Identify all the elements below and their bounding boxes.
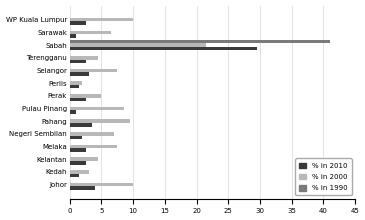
Bar: [70, 98, 85, 101]
Bar: [70, 158, 98, 161]
Bar: [70, 72, 89, 76]
Bar: [70, 161, 85, 165]
Bar: [70, 132, 114, 136]
Bar: [70, 107, 124, 110]
Bar: [70, 136, 82, 139]
Bar: [70, 47, 257, 50]
Bar: [70, 85, 79, 88]
Bar: [70, 56, 98, 59]
Bar: [70, 43, 206, 47]
Bar: [70, 94, 101, 98]
Bar: [70, 40, 330, 43]
Bar: [70, 183, 133, 186]
Bar: [70, 170, 89, 174]
Bar: [70, 186, 95, 190]
Bar: [70, 110, 76, 114]
Bar: [70, 69, 117, 72]
Bar: [70, 148, 85, 152]
Legend: % in 2010, % in 2000, % in 1990: % in 2010, % in 2000, % in 1990: [295, 158, 351, 195]
Bar: [70, 123, 92, 126]
Bar: [70, 59, 85, 63]
Bar: [70, 34, 76, 38]
Bar: [70, 18, 133, 21]
Bar: [70, 31, 111, 34]
Bar: [70, 81, 82, 85]
Bar: [70, 21, 85, 25]
Bar: [70, 174, 79, 177]
Bar: [70, 119, 130, 123]
Bar: [70, 145, 117, 148]
